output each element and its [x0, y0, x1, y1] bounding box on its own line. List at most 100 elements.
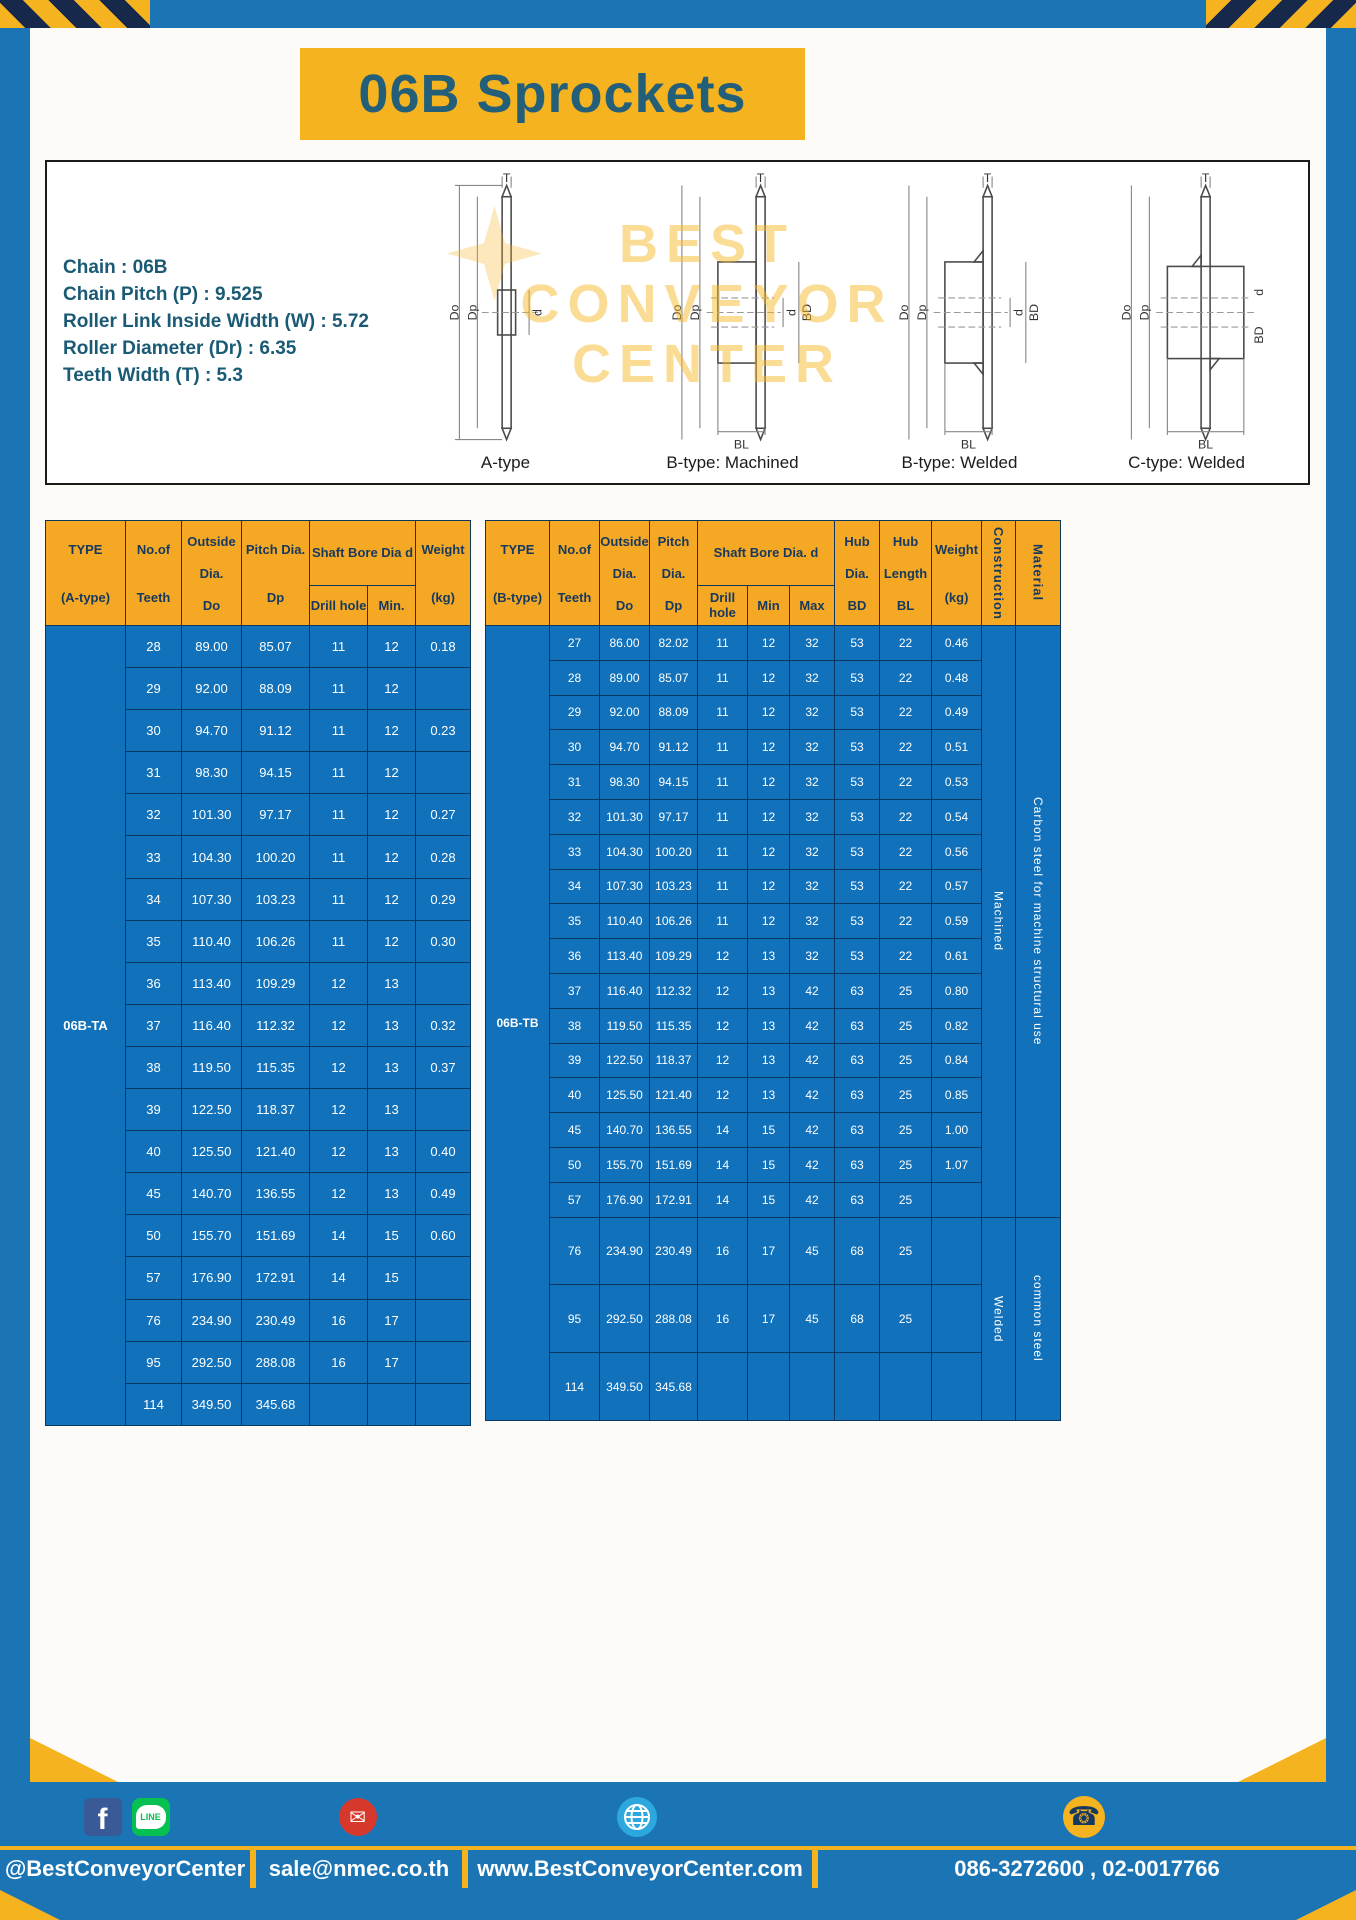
- table-cell: 34: [549, 868, 600, 905]
- table-a-header: TYPE (A-type) No.of Teeth Outside Dia. Do Pi…: [45, 520, 471, 627]
- table-cell: 12: [697, 938, 748, 974]
- table-cell: 0.59: [931, 903, 982, 940]
- phone-icon[interactable]: ☎: [1063, 1796, 1105, 1838]
- table-row: 36 113.40 109.29 12 13: [46, 961, 471, 1005]
- table-cell: 22: [879, 903, 932, 940]
- table-cell: 97.17: [649, 798, 698, 835]
- table-cell: 12: [367, 667, 416, 711]
- table-cell: 91.12: [649, 729, 698, 766]
- table-row: 32 101.30 97.17 11 12 32 53 22 0.54: [486, 798, 1061, 835]
- table-cell: [415, 1298, 471, 1342]
- table-cell: [747, 1352, 790, 1421]
- svg-text:Do: Do: [897, 304, 911, 320]
- table-cell: 16: [697, 1216, 748, 1286]
- spec-line: Roller Link Inside Width (W) : 5.72: [63, 311, 369, 332]
- table-cell: 22: [879, 938, 932, 974]
- table-row: 57 176.90 172.91 14 15 42 63 25: [486, 1181, 1061, 1218]
- table-cell: [415, 1382, 471, 1427]
- table-row: 38 119.50 115.35 12 13 42 63 25 0.82: [486, 1007, 1061, 1044]
- footer-website[interactable]: www.BestConveyorCenter.com: [477, 1856, 803, 1881]
- table-cell: 11: [309, 624, 368, 669]
- table-row: 06B-TA 28 89.00 85.07 11 12 0.18: [45, 624, 471, 1426]
- diagram-caption: A-type: [480, 453, 531, 472]
- spec-diagram-box: BEST CONVEYOR CENTER Chain : 06B Chain P…: [45, 160, 1310, 485]
- table-cell: 230.49: [241, 1298, 310, 1342]
- table-cell: 31: [125, 751, 182, 795]
- table-cell: 0.23: [415, 709, 471, 753]
- table-cell: 151.69: [241, 1214, 310, 1258]
- line-app-icon[interactable]: LINE: [131, 1798, 170, 1836]
- table-cell: [931, 1216, 982, 1286]
- table-cell: 32: [549, 798, 600, 835]
- svg-text:Do: Do: [1119, 304, 1133, 320]
- table-cell: 22: [879, 868, 932, 905]
- table-cell: 0.80: [931, 972, 982, 1009]
- table-cell: 12: [367, 624, 416, 669]
- table-cell: 136.55: [241, 1172, 310, 1216]
- table-cell: 11: [309, 667, 368, 711]
- table-cell: 0.46: [931, 625, 982, 661]
- table-cell: 0.32: [415, 1003, 471, 1047]
- table-cell: 42: [789, 1077, 835, 1114]
- table-cell: 0.56: [931, 833, 982, 870]
- table-cell: 25: [879, 972, 932, 1009]
- table-cell: 32: [789, 694, 835, 731]
- footer-social-handle[interactable]: @BestConveyorCenter: [4, 1856, 246, 1881]
- table-row: 95 292.50 288.08 16 17 45 68 25: [486, 1284, 1061, 1354]
- a-type-drawing: T Do Dp d: [447, 172, 544, 442]
- table-cell: 12: [367, 793, 416, 837]
- table-cell: 82.02: [649, 625, 698, 661]
- table-cell: 12: [747, 764, 790, 800]
- table-row: 31 98.30 94.15 11 12: [46, 751, 471, 795]
- table-cell: 31: [549, 764, 600, 800]
- table-cell: 288.08: [241, 1340, 310, 1384]
- footer-phone-numbers[interactable]: 086-3272600 , 02-0017766: [954, 1856, 1220, 1881]
- table-cell: 22: [879, 833, 932, 870]
- table-row: 40 125.50 121.40 12 13 42 63 25 0.85: [486, 1077, 1061, 1114]
- table-cell: 12: [697, 972, 748, 1009]
- column-header: Outside Dia. Do: [599, 520, 650, 626]
- facebook-icon[interactable]: f: [83, 1798, 122, 1836]
- table-cell: 42: [789, 1146, 835, 1183]
- table-cell: 176.90: [599, 1181, 650, 1218]
- table-cell: [879, 1352, 932, 1421]
- column-header: TYPE (A-type): [45, 520, 126, 626]
- table-cell: 11: [697, 868, 748, 905]
- table-cell: 94.70: [599, 729, 650, 766]
- table-row: 57 176.90 172.91 14 15: [46, 1256, 471, 1300]
- table-cell: 15: [367, 1214, 416, 1258]
- table-cell: 16: [309, 1340, 368, 1384]
- table-cell: 11: [309, 793, 368, 837]
- table-row: 40 125.50 121.40 12 13 0.40: [46, 1130, 471, 1174]
- column-header: Weight (kg): [415, 520, 471, 626]
- column-header: Min: [747, 584, 790, 627]
- construction-cell: Welded: [981, 1216, 1016, 1422]
- table-cell: 112.32: [241, 1003, 310, 1047]
- svg-text:T: T: [984, 172, 992, 185]
- table-row: 29 92.00 88.09 11 12 32 53 22 0.49: [486, 694, 1061, 731]
- table-cell: 116.40: [181, 1003, 242, 1047]
- table-cell: 11: [309, 709, 368, 753]
- table-cell: 12: [309, 1172, 368, 1216]
- table-cell: 14: [697, 1112, 748, 1148]
- table-cell: 101.30: [181, 793, 242, 837]
- table-cell: 118.37: [241, 1088, 310, 1132]
- table-row: 39 122.50 118.37 12 13: [46, 1088, 471, 1132]
- table-cell: 89.00: [599, 659, 650, 696]
- column-header: Outside Dia. Do: [181, 520, 242, 626]
- table-cell: 11: [697, 798, 748, 835]
- svg-text:d: d: [784, 309, 798, 316]
- globe-icon[interactable]: [616, 1796, 658, 1838]
- svg-text:T: T: [1202, 172, 1210, 185]
- table-cell: 88.09: [241, 667, 310, 711]
- construction-cell: Machined: [981, 625, 1016, 1218]
- footer-email[interactable]: sale@nmec.co.th: [268, 1856, 450, 1881]
- table-cell: 13: [367, 1003, 416, 1047]
- email-icon[interactable]: ✉: [338, 1798, 377, 1836]
- table-cell: 11: [309, 835, 368, 879]
- table-row: 34 107.30 103.23 11 12 32 53 22 0.57: [486, 868, 1061, 905]
- table-cell: 32: [789, 938, 835, 974]
- table-cell: 32: [789, 625, 835, 661]
- table-row: 114 349.50 345.68: [486, 1352, 1061, 1421]
